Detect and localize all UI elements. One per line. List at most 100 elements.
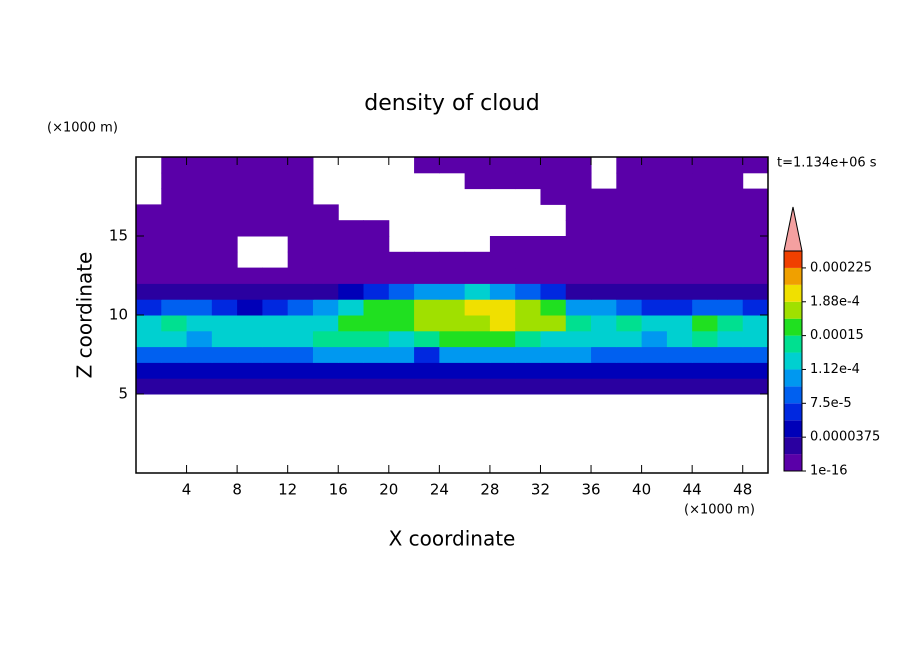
cell <box>641 283 668 300</box>
cell <box>287 188 314 205</box>
cell <box>641 172 668 190</box>
cell <box>464 362 491 379</box>
cell <box>540 330 567 348</box>
cell <box>666 283 693 300</box>
cell <box>338 220 365 237</box>
cell <box>211 267 238 284</box>
cell <box>363 220 390 237</box>
cell <box>262 204 289 221</box>
cell <box>540 251 567 269</box>
cell <box>161 346 188 363</box>
colorbar-tick-label: 1.88e-4 <box>810 294 860 309</box>
cell <box>666 362 693 379</box>
cell <box>186 378 213 395</box>
x-tick-label: 12 <box>278 481 297 499</box>
cell <box>616 346 643 363</box>
cell <box>540 267 567 284</box>
cell <box>312 236 339 253</box>
cell <box>312 362 339 379</box>
cell <box>136 378 162 395</box>
colorbar-segment <box>784 284 802 302</box>
cell <box>338 236 365 253</box>
cell <box>237 172 263 190</box>
cell <box>742 299 769 316</box>
cell <box>565 283 592 300</box>
cell <box>363 378 390 395</box>
cell <box>641 157 668 174</box>
cell <box>591 378 617 395</box>
y-tick-label: 5 <box>118 385 128 403</box>
cell <box>287 299 314 316</box>
cell <box>312 283 339 300</box>
y-tick-label: 10 <box>109 306 128 324</box>
cell <box>692 346 718 363</box>
cell <box>515 172 541 190</box>
cell <box>363 299 390 316</box>
cell <box>287 267 314 284</box>
cell <box>414 251 440 269</box>
cell <box>515 315 541 332</box>
cell <box>211 251 238 269</box>
cell <box>641 220 668 237</box>
cell <box>464 299 491 316</box>
cell <box>591 330 617 348</box>
cell <box>515 283 541 300</box>
cell <box>262 346 289 363</box>
cell <box>666 315 693 332</box>
cell <box>591 251 617 269</box>
cell <box>186 157 213 174</box>
cell <box>666 267 693 284</box>
colorbar-tick-label: 0.0000375 <box>810 430 880 445</box>
colorbar-segment <box>784 369 802 387</box>
cell <box>666 204 693 221</box>
cell <box>616 220 643 237</box>
cell <box>591 283 617 300</box>
cell <box>641 251 668 269</box>
cell <box>439 362 466 379</box>
cell <box>540 362 567 379</box>
cell <box>237 188 263 205</box>
cell <box>211 346 238 363</box>
cell <box>287 172 314 190</box>
cell <box>136 236 162 253</box>
cell <box>565 204 592 221</box>
cell <box>742 378 769 395</box>
cell <box>237 346 263 363</box>
cell <box>489 267 516 284</box>
cell <box>591 188 617 205</box>
cell <box>287 283 314 300</box>
cell <box>414 267 440 284</box>
cell <box>414 315 440 332</box>
cell <box>742 283 769 300</box>
cell <box>692 157 718 174</box>
cell <box>616 299 643 316</box>
cell <box>742 236 769 253</box>
colorbar-extend <box>783 206 803 252</box>
cell <box>616 315 643 332</box>
cell <box>237 220 263 237</box>
cell <box>338 267 365 284</box>
colorbar-tick-label: 0.00015 <box>810 328 864 343</box>
cell <box>666 346 693 363</box>
cell <box>211 172 238 190</box>
cell <box>489 157 516 174</box>
cell <box>692 220 718 237</box>
cell <box>692 330 718 348</box>
cell <box>136 204 162 221</box>
cell <box>363 346 390 363</box>
cell <box>161 188 188 205</box>
cell <box>717 346 744 363</box>
cell <box>211 378 238 395</box>
cell <box>540 346 567 363</box>
cell <box>186 236 213 253</box>
cell <box>262 315 289 332</box>
cell <box>565 236 592 253</box>
cell <box>363 283 390 300</box>
colorbar-frame <box>783 250 803 472</box>
cell <box>161 330 188 348</box>
cell <box>439 267 466 284</box>
cell <box>414 157 440 174</box>
cell <box>312 330 339 348</box>
cell <box>439 251 466 269</box>
cell <box>565 346 592 363</box>
